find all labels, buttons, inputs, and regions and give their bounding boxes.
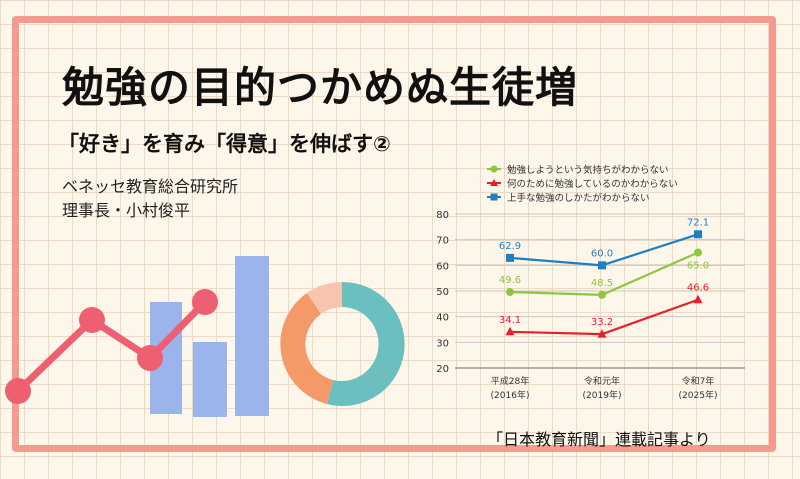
pink-frame: [12, 16, 776, 452]
y-tick-label-6: 80: [436, 210, 449, 221]
data-point-0-1: [598, 290, 606, 299]
data-point-2-2: [694, 230, 702, 239]
deco-point-2: [79, 307, 105, 333]
data-label-2-2: 72.1: [687, 217, 709, 228]
y-tick-label-3: 50: [436, 287, 449, 298]
deco-point-4: [192, 289, 218, 315]
data-point-1-2: [693, 294, 703, 304]
deco-bar-3: [235, 256, 269, 416]
y-tick-label-4: 60: [436, 261, 449, 272]
legend-label-0: 勉強しようという気持ちがわからない: [507, 164, 669, 176]
source-credit: 「日本教育新聞」連載記事より: [487, 430, 711, 449]
data-label-0-0: 49.6: [499, 275, 521, 286]
data-point-2-1: [598, 261, 606, 270]
x-tick-label-1: 令和元年: [584, 375, 620, 387]
headline: 勉強の目的つかめぬ生徒増: [62, 63, 579, 112]
decorative-chart-illustration: [5, 256, 405, 417]
legend-label-1: 何のために勉強しているのかわからない: [507, 178, 678, 190]
deco-point-1: [5, 378, 31, 404]
legend-label-2: 上手な勉強のしかたがわからない: [507, 192, 650, 204]
data-label-2-1: 60.0: [591, 248, 613, 259]
x-tick-sublabel-1: (2019年): [583, 389, 622, 401]
data-point-1-1: [597, 329, 607, 338]
x-tick-sublabel-0: (2016年): [491, 389, 530, 401]
y-tick-label-1: 30: [436, 338, 449, 349]
deco-bar-2: [193, 342, 227, 417]
legend-marker-2: [490, 193, 498, 201]
author-name: 理事長・小村俊平: [62, 201, 191, 220]
x-tick-label-0: 平成28年: [491, 375, 529, 387]
subheadline: 「好き」を育み「得意」を伸ばす②: [58, 132, 391, 156]
data-point-2-0: [506, 253, 514, 262]
x-tick-sublabel-2: (2025年): [679, 389, 718, 401]
y-tick-label-2: 40: [436, 313, 449, 324]
data-point-1-0: [505, 326, 515, 336]
y-tick-label-5: 70: [436, 236, 449, 247]
deco-point-3: [137, 345, 163, 371]
deco-donut: [280, 281, 405, 406]
data-label-1-2: 46.6: [687, 283, 709, 294]
data-label-0-2: 65.0: [687, 261, 709, 272]
deco-line: [15, 299, 208, 394]
line-chart: 20 30 40 50 60 70 80 平成28年 (2016年) 令和元年 (2019年) 令和7…: [436, 164, 745, 401]
data-label-1-0: 34.1: [499, 315, 521, 326]
data-label-1-1: 33.2: [591, 317, 613, 328]
data-label-2-0: 62.9: [499, 241, 521, 252]
y-tick-label-0: 20: [436, 364, 449, 375]
data-point-0-0: [506, 288, 514, 297]
data-label-0-1: 48.5: [591, 278, 613, 289]
data-point-0-2: [694, 248, 702, 257]
legend-marker-1: [490, 179, 498, 186]
legend-marker-0: [490, 165, 498, 173]
author-organization: ベネッセ教育総合研究所: [62, 177, 239, 196]
x-tick-label-2: 令和7年: [682, 375, 715, 387]
